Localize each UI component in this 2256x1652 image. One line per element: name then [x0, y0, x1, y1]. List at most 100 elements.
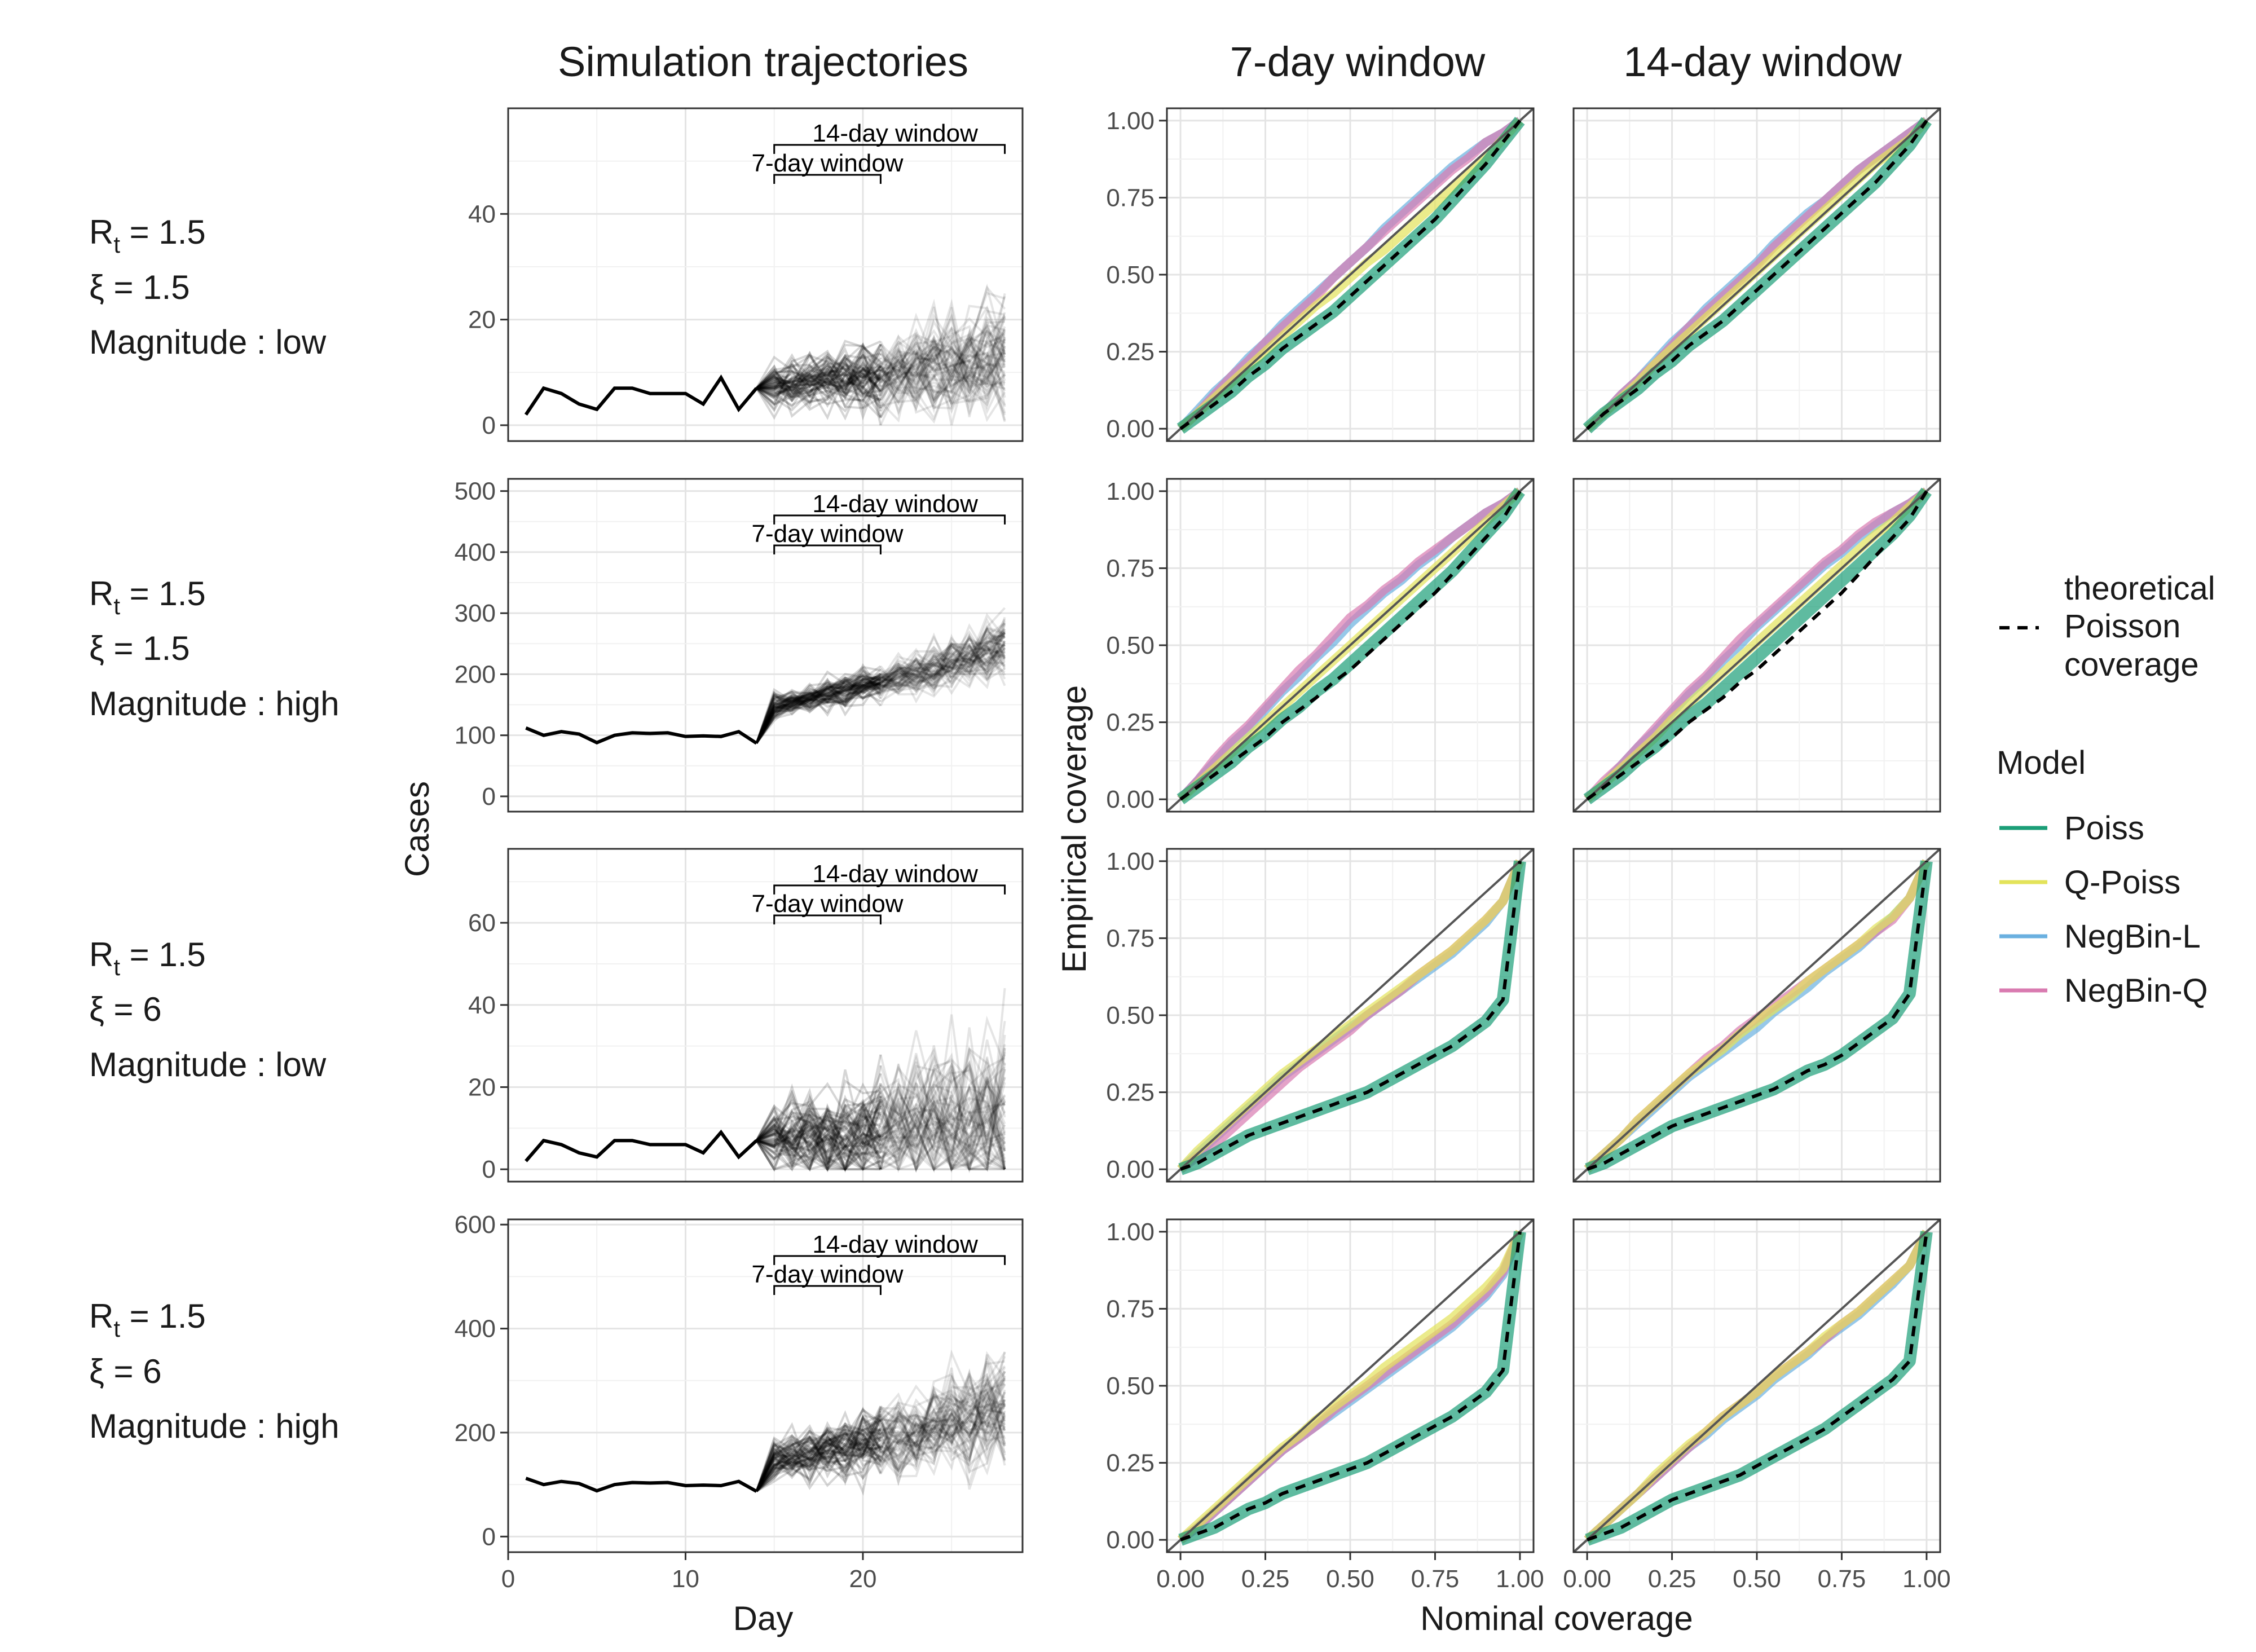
x-tick-label: 0.75 — [1411, 1565, 1460, 1593]
simulated-trajectory — [879, 1107, 1006, 1151]
simulated-trajectory — [755, 1435, 882, 1492]
simulated-trajectory — [755, 676, 882, 744]
simulated-trajectory — [879, 647, 1006, 691]
simulated-trajectory — [880, 637, 1006, 694]
legend-label-negbin-q: NegBin-Q — [2064, 972, 2208, 1009]
x-tick-label: 0 — [501, 1565, 515, 1593]
simulated-trajectory — [755, 1410, 881, 1492]
simulated-trajectory — [755, 1429, 881, 1492]
window-bracket-long — [773, 514, 1006, 525]
simulated-trajectory — [755, 1435, 882, 1492]
coverage-panel — [1572, 848, 1941, 1183]
simulated-trajectory — [880, 1076, 1006, 1160]
y-tick-label: 20 — [468, 1073, 496, 1101]
identity-line — [1166, 478, 1535, 813]
simulated-trajectory — [755, 1106, 882, 1169]
simulated-trajectory — [879, 1067, 1006, 1174]
simulated-trajectory — [755, 678, 881, 744]
simulated-trajectory — [755, 665, 882, 744]
simulated-trajectory — [756, 1098, 882, 1171]
window-label-short: 7-day window — [752, 1261, 904, 1288]
simulated-trajectory — [880, 1349, 1006, 1444]
simulated-trajectory — [879, 1081, 1006, 1144]
simulated-trajectory — [879, 345, 1006, 414]
simulated-trajectory — [755, 1416, 882, 1492]
simulated-trajectory — [755, 1435, 882, 1492]
simulated-trajectory — [755, 1427, 882, 1492]
simulated-trajectory — [879, 349, 1005, 408]
simulated-trajectory — [756, 342, 882, 404]
simulated-trajectory — [880, 1054, 1006, 1171]
simulated-trajectory — [880, 325, 1006, 382]
simulated-trajectory — [755, 1442, 882, 1492]
simulated-trajectory — [756, 1100, 882, 1157]
simulated-trajectory — [756, 353, 881, 391]
simulated-trajectory — [880, 1375, 1006, 1467]
simulated-trajectory — [755, 1430, 882, 1492]
simulated-trajectory — [755, 1429, 882, 1492]
row-label-magnitude: Magnitude : low — [89, 323, 327, 361]
simulated-trajectory — [879, 1069, 1006, 1171]
simulated-trajectory — [755, 1095, 882, 1171]
simulated-trajectory — [756, 1101, 882, 1171]
legend-label-negbin-l: NegBin-L — [2064, 918, 2201, 955]
simulated-trajectory — [880, 1099, 1006, 1171]
simulated-trajectory — [879, 1113, 1006, 1172]
identity-line — [1166, 107, 1535, 442]
simulated-trajectory — [755, 667, 882, 744]
simulated-trajectory — [879, 1391, 1006, 1475]
simulated-trajectory — [880, 1086, 1006, 1151]
simulated-trajectory — [755, 1428, 882, 1492]
simulated-trajectory — [880, 326, 1006, 380]
y-axis-title-empirical-coverage: Empirical coverage — [1055, 685, 1093, 973]
simulated-trajectory — [880, 1399, 1006, 1462]
simulated-trajectory — [756, 340, 882, 394]
simulated-trajectory — [880, 313, 1006, 394]
y-tick-label: 0.00 — [1106, 1526, 1155, 1554]
simulated-trajectory — [880, 1372, 1006, 1459]
coverage-panel — [1572, 478, 1941, 813]
simulated-trajectory — [755, 355, 882, 399]
coverage-panel: 0.00 0.25 0.50 0.75 1.00 — [1106, 848, 1535, 1183]
series-line-negbin-q — [1584, 487, 1929, 803]
simulated-trajectory — [755, 1439, 882, 1492]
simulated-trajectory — [880, 1391, 1006, 1466]
simulated-trajectory — [755, 1105, 882, 1172]
simulated-trajectory — [755, 342, 882, 413]
simulated-trajectory — [755, 1445, 882, 1492]
simulated-trajectory — [756, 364, 882, 405]
simulated-trajectory — [879, 607, 1006, 685]
simulated-trajectory — [756, 353, 882, 389]
simulated-trajectory — [755, 669, 882, 744]
simulated-trajectory — [880, 296, 1006, 377]
simulated-trajectory — [755, 1445, 881, 1492]
simulated-trajectory — [880, 336, 1006, 406]
simulated-trajectory — [756, 1082, 882, 1148]
simulated-trajectory — [755, 676, 882, 744]
panel-border — [507, 107, 1024, 442]
simulated-trajectory — [880, 632, 1006, 695]
simulated-trajectory — [756, 1118, 882, 1170]
simulated-trajectory — [756, 360, 882, 397]
simulated-trajectory — [755, 677, 882, 744]
panel-border — [1572, 478, 1941, 813]
simulated-trajectory — [755, 684, 882, 744]
simulated-trajectory — [879, 654, 1005, 691]
simulated-trajectory — [879, 328, 1006, 397]
y-tick-label: 0.00 — [1106, 415, 1155, 443]
simulated-trajectory — [879, 622, 1006, 695]
panel-background — [508, 108, 1023, 441]
simulated-trajectory — [880, 1408, 1006, 1460]
simulated-trajectory — [879, 1065, 1005, 1171]
simulated-trajectory — [755, 1113, 882, 1162]
identity-line — [1572, 107, 1941, 442]
row-label-4: Rt = 1.5 ξ = 6 Magnitude : high — [89, 1297, 340, 1445]
identity-line — [1572, 1218, 1941, 1553]
simulated-trajectory — [879, 335, 1006, 384]
simulated-trajectory — [755, 679, 882, 744]
window-label-short: 7-day window — [752, 149, 904, 177]
simulated-trajectory — [756, 363, 882, 421]
simulated-trajectory — [880, 645, 1006, 689]
simulated-trajectory — [880, 1375, 1006, 1447]
